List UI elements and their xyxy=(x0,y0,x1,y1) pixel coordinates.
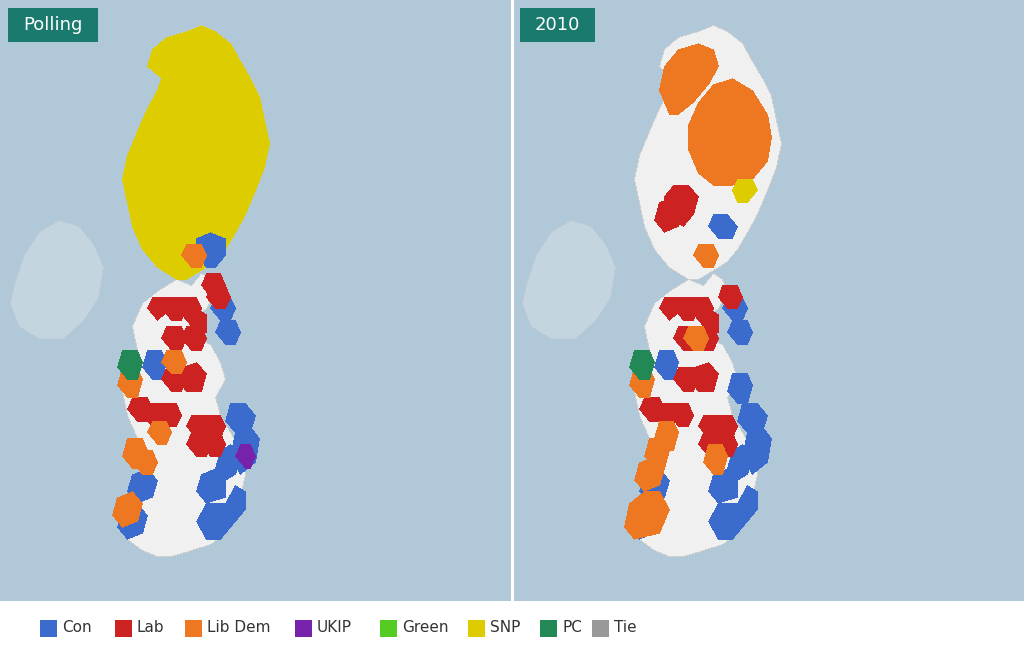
Text: Tie: Tie xyxy=(614,621,637,636)
Text: Polling: Polling xyxy=(24,16,83,34)
Text: Con: Con xyxy=(62,621,91,636)
Text: PC: PC xyxy=(562,621,582,636)
Text: Green: Green xyxy=(402,621,449,636)
Text: 2010: 2010 xyxy=(535,16,580,34)
Text: UKIP: UKIP xyxy=(317,621,352,636)
Text: SNP: SNP xyxy=(490,621,520,636)
Text: Lab: Lab xyxy=(137,621,165,636)
Text: Lib Dem: Lib Dem xyxy=(207,621,270,636)
